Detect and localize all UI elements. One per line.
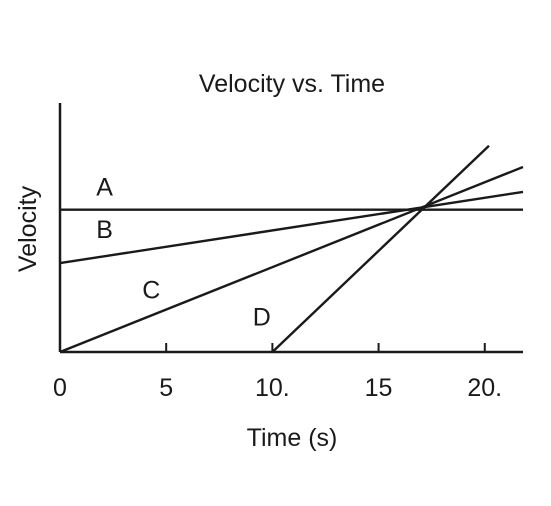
series-label-d: D [253, 303, 271, 331]
series-label-b: B [96, 216, 113, 244]
x-tick-label: 20. [467, 374, 502, 402]
x-ticks: 0 5 10. 15 20. [53, 343, 502, 402]
y-axis-label: Velocity [14, 185, 42, 272]
series-line-d [271, 144, 490, 353]
series-label-a: A [96, 173, 113, 201]
x-tick-label: 5 [159, 374, 173, 402]
x-tick-label: 0 [53, 374, 67, 402]
x-tick-label: 10. [255, 374, 290, 402]
series-line-c [59, 165, 524, 354]
x-axis-label: Time (s) [247, 424, 338, 452]
chart-title: Velocity vs. Time [199, 70, 385, 98]
series-label-c: C [142, 277, 160, 305]
series-lines [59, 144, 524, 354]
series-labels: AB C D [96, 173, 271, 331]
series-line-b [59, 190, 524, 265]
x-tick-label: 15 [365, 374, 393, 402]
